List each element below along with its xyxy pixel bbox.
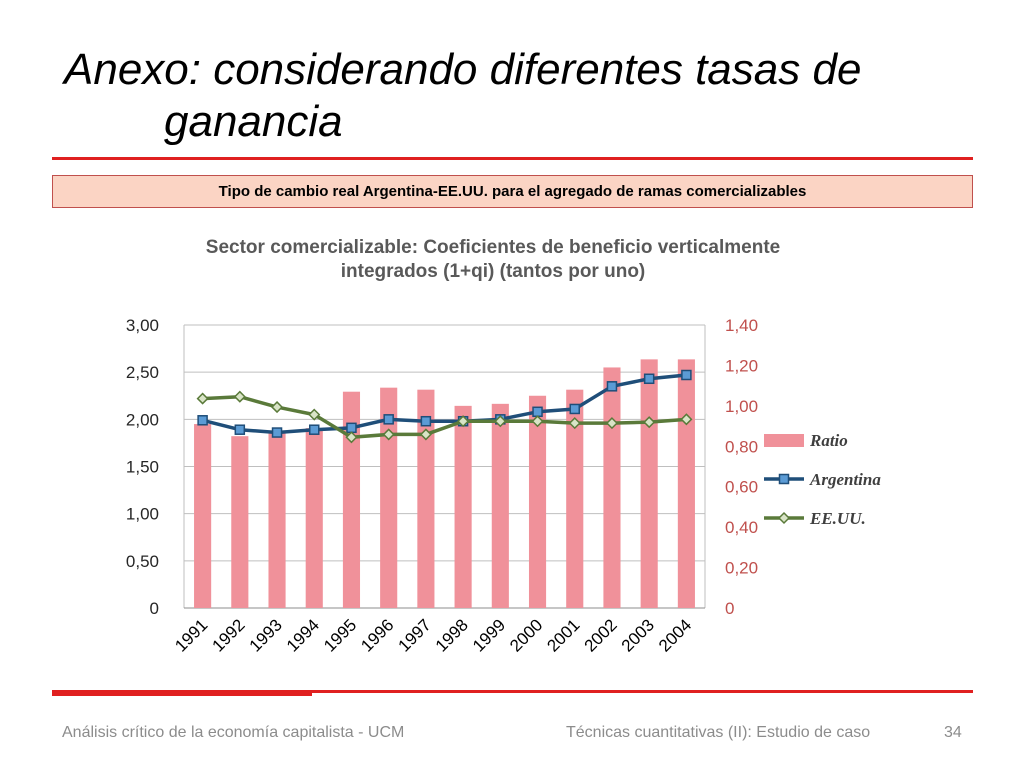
bar-ratio-1995	[342, 391, 361, 608]
slide-title-line1: Anexo: considerando diferentes tasas de	[64, 45, 862, 94]
bar-ratio-2000	[528, 395, 547, 608]
x-tick-label: 1992	[208, 615, 248, 655]
bar-ratio-1997	[417, 389, 435, 608]
y-right-tick-label: 0,80	[725, 437, 758, 456]
y-left-tick-label: 2,00	[126, 410, 159, 429]
chart-title-line2: integrados (1+qi) (tantos por uno)	[340, 261, 646, 282]
legend-marker-ee-uu	[777, 511, 791, 525]
y-right-tick-label: 0,40	[725, 518, 758, 537]
y-left-tick-label: 3,00	[126, 316, 159, 335]
combo-chart: 0 0,50 1,00 1,50 2,00 2,50 3,00 0 0,20 0,40 0,60 0,…	[126, 316, 881, 656]
point-argentina-1993	[271, 427, 283, 438]
point-argentina-2004	[681, 369, 692, 381]
x-tick-label: 2003	[618, 615, 658, 655]
line-argentina	[202, 373, 687, 435]
point-ee-uu-1994	[308, 408, 321, 421]
point-ee-uu-2000	[531, 415, 544, 428]
title-divider	[52, 157, 973, 160]
point-argentina-1992	[234, 424, 246, 435]
bar-ratio-2003	[640, 359, 658, 608]
point-ee-uu-1999	[494, 415, 507, 428]
bar-ratio-1993	[268, 432, 286, 608]
legend-label-ee-uu: EE.UU.	[809, 509, 866, 528]
legend-swatch-ratio	[764, 434, 804, 447]
point-ee-uu-1997	[419, 428, 432, 441]
point-argentina-1997	[420, 415, 432, 427]
point-argentina-1991	[197, 415, 208, 426]
bar-ratio-1996	[380, 387, 398, 608]
x-tick-label: 2000	[506, 615, 546, 655]
x-tick-label: 1998	[432, 615, 472, 655]
y-right-tick-label: 0,20	[725, 559, 758, 578]
footer-topic: Técnicas cuantitativas (II): Estudio de …	[566, 724, 871, 741]
line-ee-uu	[202, 394, 687, 440]
bar-ratio-2001	[566, 389, 584, 608]
y-right-tick-label: 1,40	[725, 316, 758, 335]
bar-ratio-1999	[491, 403, 509, 608]
y-left-tick-label: 1,00	[126, 505, 159, 524]
point-argentina-2001	[569, 403, 580, 415]
x-tick-label: 1997	[395, 615, 435, 655]
y-right-tick-label: 1,20	[725, 356, 758, 375]
bar-ratio-1998	[454, 405, 472, 608]
x-tick-label: 1999	[469, 615, 509, 655]
legend-label-argentina: Argentina	[809, 470, 881, 489]
footer-divider	[52, 690, 973, 693]
subtitle-banner: Tipo de cambio real Argentina-EE.UU. par…	[52, 175, 973, 208]
page-number: 34	[944, 724, 962, 741]
y-left-tick-label: 1,50	[126, 458, 159, 477]
bar-ratio-2002	[603, 367, 621, 608]
bar-ratio-1991	[194, 424, 212, 608]
legend-marker-argentina	[778, 473, 790, 485]
chart-title-line1: Sector comercializable: Coeficientes de …	[205, 237, 781, 258]
y-right-tick-label: 0,60	[725, 478, 758, 497]
x-tick-label: 1995	[320, 615, 360, 655]
bar-ratio-1994	[305, 428, 323, 608]
chart-title: Sector comercializable: Coeficientes de …	[150, 236, 836, 284]
slide-title: Anexo: considerando diferentes tasas de …	[64, 44, 964, 148]
point-ee-uu-1998	[457, 415, 470, 428]
x-tick-label: 1996	[357, 615, 397, 655]
point-ee-uu-2001	[568, 417, 581, 430]
point-ee-uu-1992	[233, 390, 246, 403]
slide-title-line2: ganancia	[164, 97, 343, 146]
y-left-tick-label: 0,50	[126, 552, 159, 571]
x-tick-label: 1993	[246, 615, 286, 655]
y-right-tick-label: 0	[725, 599, 734, 618]
y-left-tick-label: 0	[150, 599, 159, 618]
point-ee-uu-1993	[270, 401, 284, 414]
bar-ratio-2004	[677, 359, 695, 608]
point-ee-uu-1996	[382, 428, 395, 441]
point-ee-uu-2002	[605, 417, 619, 430]
point-argentina-1996	[383, 414, 394, 425]
y-right-tick-label: 1,00	[725, 397, 758, 416]
x-tick-label: 1991	[171, 615, 211, 655]
point-argentina-2003	[643, 373, 655, 385]
point-ee-uu-1995	[345, 431, 358, 444]
subtitle-text: Tipo de cambio real Argentina-EE.UU. par…	[218, 183, 807, 200]
point-ee-uu-2003	[643, 416, 656, 429]
x-tick-label: 2001	[543, 615, 583, 655]
point-argentina-2002	[606, 381, 618, 392]
point-ee-uu-2004	[680, 413, 693, 426]
point-argentina-1994	[309, 424, 320, 435]
footer-divider-accent	[52, 690, 312, 696]
bar-ratio-1992	[231, 436, 249, 608]
point-argentina-2000	[532, 406, 543, 418]
y-left-tick-label: 2,50	[126, 363, 159, 382]
point-argentina-1995	[346, 422, 357, 434]
x-tick-label: 2004	[655, 615, 695, 655]
x-tick-label: 2002	[581, 615, 621, 655]
x-tick-label: 1994	[283, 615, 323, 655]
footer-course: Análisis crítico de la economía capitali…	[62, 724, 405, 741]
point-ee-uu-1991	[196, 392, 209, 405]
legend-label-ratio: Ratio	[809, 431, 848, 450]
